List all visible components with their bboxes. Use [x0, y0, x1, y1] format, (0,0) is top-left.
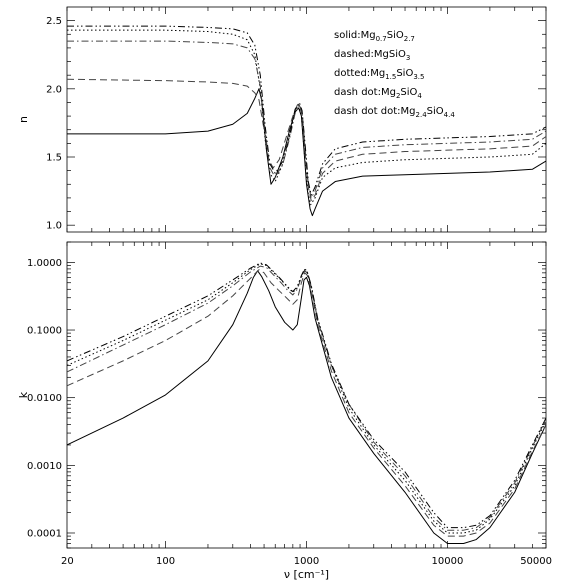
series-line-solid — [67, 88, 546, 217]
series-line-dashdotdot — [67, 25, 546, 196]
series-line-solid — [67, 270, 546, 544]
legend-formula: Mg — [374, 49, 389, 60]
legend-style-label: dotted: — [334, 68, 370, 79]
legend-subscript: 3 — [406, 54, 410, 62]
series-line-dotted — [67, 29, 546, 206]
legend-subscript: 4.4 — [444, 111, 456, 119]
legend-entry: dashed:MgSiO3 — [334, 49, 410, 62]
y-tick-label: 1.5 — [46, 153, 62, 164]
legend-formula-mid: SiO — [427, 106, 444, 117]
legend-subscript: 2 — [396, 92, 400, 100]
legend-subscript: 1.5 — [385, 73, 396, 81]
legend-formula: Mg — [361, 30, 376, 41]
x-tick-label: 50000 — [520, 556, 552, 567]
y-tick-label: 2.0 — [46, 84, 62, 95]
legend-style-label: dash dot: — [334, 87, 381, 98]
legend-entry: dash dot:Mg2SiO4 — [334, 87, 422, 100]
legend-style-label: solid: — [334, 30, 361, 41]
plot-frame — [66, 241, 547, 549]
legend-subscript: 3.5 — [413, 73, 424, 81]
x-axis-label: ν [cm⁻¹] — [284, 568, 329, 581]
y-tick-label: 2.5 — [46, 16, 62, 27]
top-panel: 1.01.52.02.5nsolid:Mg0.7SiO2.7dashed:MgS… — [17, 6, 547, 233]
x-tick-label: 10000 — [432, 556, 464, 567]
legend-style-label: dash dot dot: — [334, 106, 401, 117]
legend-formula: Mg — [381, 87, 396, 98]
legend-formula-mid: SiO — [400, 87, 417, 98]
legend-subscript: 4 — [417, 92, 422, 100]
legend-subscript: 2.4 — [416, 111, 428, 119]
legend-formula-mid: SiO — [387, 30, 404, 41]
legend-subscript: 2.7 — [404, 35, 415, 43]
y-tick-label: 0.0001 — [27, 528, 62, 539]
x-tick-label: 1000 — [294, 556, 319, 567]
series-line-dashed — [67, 78, 546, 202]
y-tick-label: 1.0 — [46, 221, 62, 232]
plot-frame — [66, 6, 547, 233]
legend-style-label: dashed: — [334, 49, 374, 60]
legend-entry: dotted:Mg1.5SiO3.5 — [334, 68, 424, 81]
x-tick-label: 20 — [61, 556, 74, 567]
y-tick-label: 0.1000 — [27, 326, 62, 337]
y-axis-label: n — [17, 116, 30, 123]
legend-formula-mid: SiO — [389, 49, 406, 60]
bottom-panel: 0.0001 0.0010 0.0100 0.1000 1.0000 k 20 100 1000… — [17, 241, 552, 581]
y-tick-label: 0.0010 — [27, 461, 62, 472]
legend-entry: solid:Mg0.7SiO2.7 — [334, 30, 415, 43]
series-line-dashdot — [67, 40, 546, 199]
legend-formula-mid: SiO — [396, 68, 413, 79]
legend-formula: Mg — [370, 68, 385, 79]
series-line-dotted — [67, 263, 546, 534]
y-axis-label: k — [17, 391, 30, 398]
series-line-dashdot — [67, 265, 546, 531]
legend-entry: dash dot dot:Mg2.4SiO4.4 — [334, 106, 455, 119]
x-tick-label: 100 — [156, 556, 175, 567]
series-line-dashed — [67, 269, 546, 537]
y-tick-label: 0.0100 — [27, 393, 62, 404]
series-line-dashdotdot — [67, 262, 546, 529]
legend-subscript: 0.7 — [376, 35, 387, 43]
legend-formula: Mg — [401, 106, 416, 117]
y-tick-label: 1.0000 — [27, 258, 62, 269]
